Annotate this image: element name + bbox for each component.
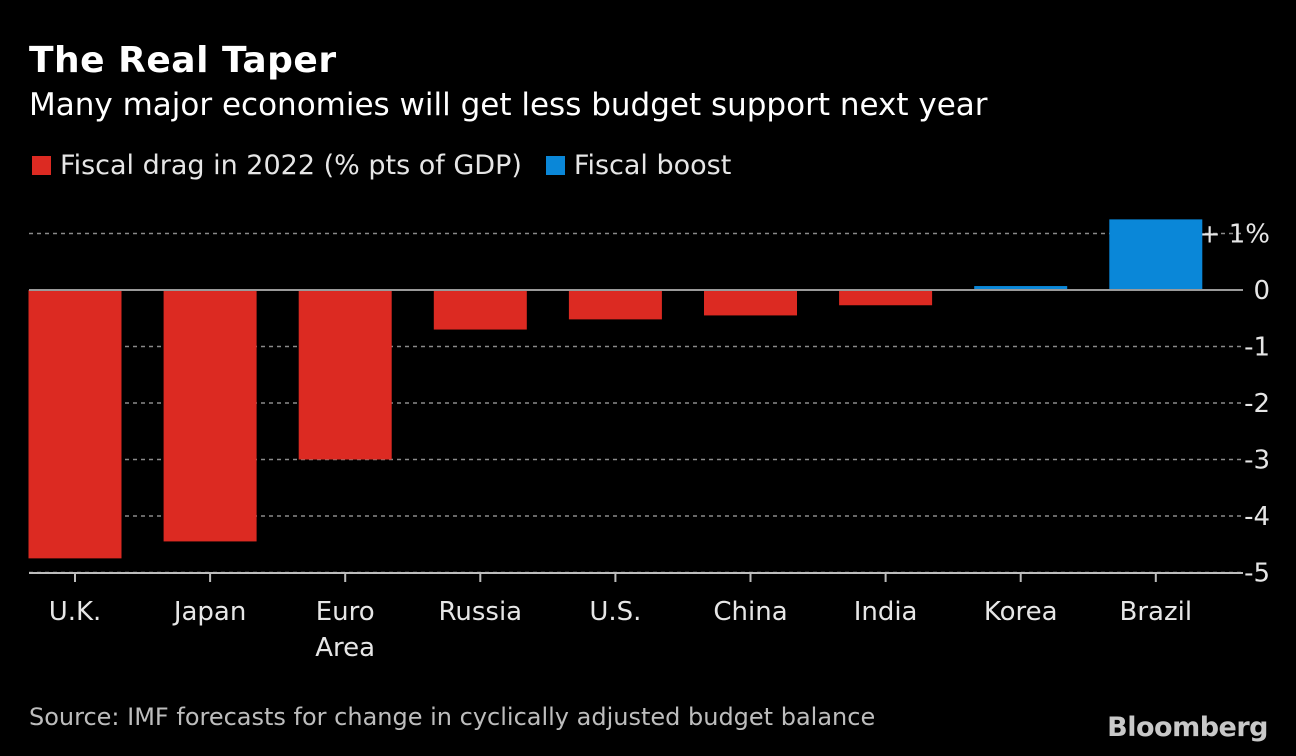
y-tick-label: -4	[1244, 502, 1270, 532]
y-tick-label: + 1%	[1199, 220, 1270, 250]
x-tick-label-line: U.K.	[49, 597, 102, 627]
x-tick-label-line: Russia	[438, 597, 522, 627]
bar	[163, 290, 257, 542]
x-tick-label-line: Japan	[172, 597, 247, 627]
bar	[28, 290, 122, 559]
x-tick-label: Euro Area	[315, 597, 375, 663]
legend-label-boost: Fiscal boost	[573, 150, 732, 181]
x-tick-label-line: India	[854, 597, 918, 627]
y-tick-label: -2	[1244, 389, 1270, 419]
x-tick-label: Brazil	[1120, 597, 1193, 627]
x-tick-label-line: Korea	[984, 597, 1058, 627]
legend-entry-boost: Fiscal boost	[545, 150, 732, 181]
y-tick-label: -3	[1244, 446, 1270, 476]
x-tick-label: India	[854, 597, 918, 627]
bar	[433, 290, 527, 330]
x-tick-label: U.S.	[589, 597, 641, 627]
x-tick-label: U.K.	[49, 597, 102, 627]
x-tick-label: Russia	[438, 597, 522, 627]
x-tick-label-line: Euro	[316, 597, 375, 627]
x-tick-label-line: Brazil	[1120, 597, 1193, 627]
x-tick-label: Korea	[984, 597, 1058, 627]
legend-swatch-drag	[32, 156, 51, 175]
bar	[704, 290, 797, 316]
bloomberg-logo: Bloomberg	[1107, 712, 1268, 743]
x-tick-label-line: U.S.	[589, 597, 641, 627]
legend-swatch-boost	[545, 156, 565, 175]
bar	[839, 290, 933, 306]
legend: Fiscal drag in 2022 (% pts of GDP) Fisca…	[32, 150, 755, 181]
x-tick-label-line: Area	[315, 633, 375, 663]
x-tick-label-line: China	[713, 597, 787, 627]
x-tick-label: China	[713, 597, 787, 627]
bar	[974, 286, 1068, 290]
chart-title: The Real Taper	[29, 40, 337, 81]
chart-subtitle: Many major economies will get less budge…	[29, 87, 988, 123]
bar	[568, 290, 662, 320]
y-tick-label: 0	[1253, 276, 1270, 306]
x-tick-label: Japan	[172, 597, 247, 627]
bar	[298, 290, 392, 460]
legend-label-drag: Fiscal drag in 2022 (% pts of GDP)	[60, 150, 522, 181]
legend-entry-drag: Fiscal drag in 2022 (% pts of GDP)	[32, 150, 522, 181]
bar	[1109, 219, 1203, 290]
y-tick-label: -5	[1244, 559, 1270, 589]
y-tick-label: -1	[1244, 333, 1270, 363]
source-note: Source: IMF forecasts for change in cycl…	[29, 703, 876, 731]
